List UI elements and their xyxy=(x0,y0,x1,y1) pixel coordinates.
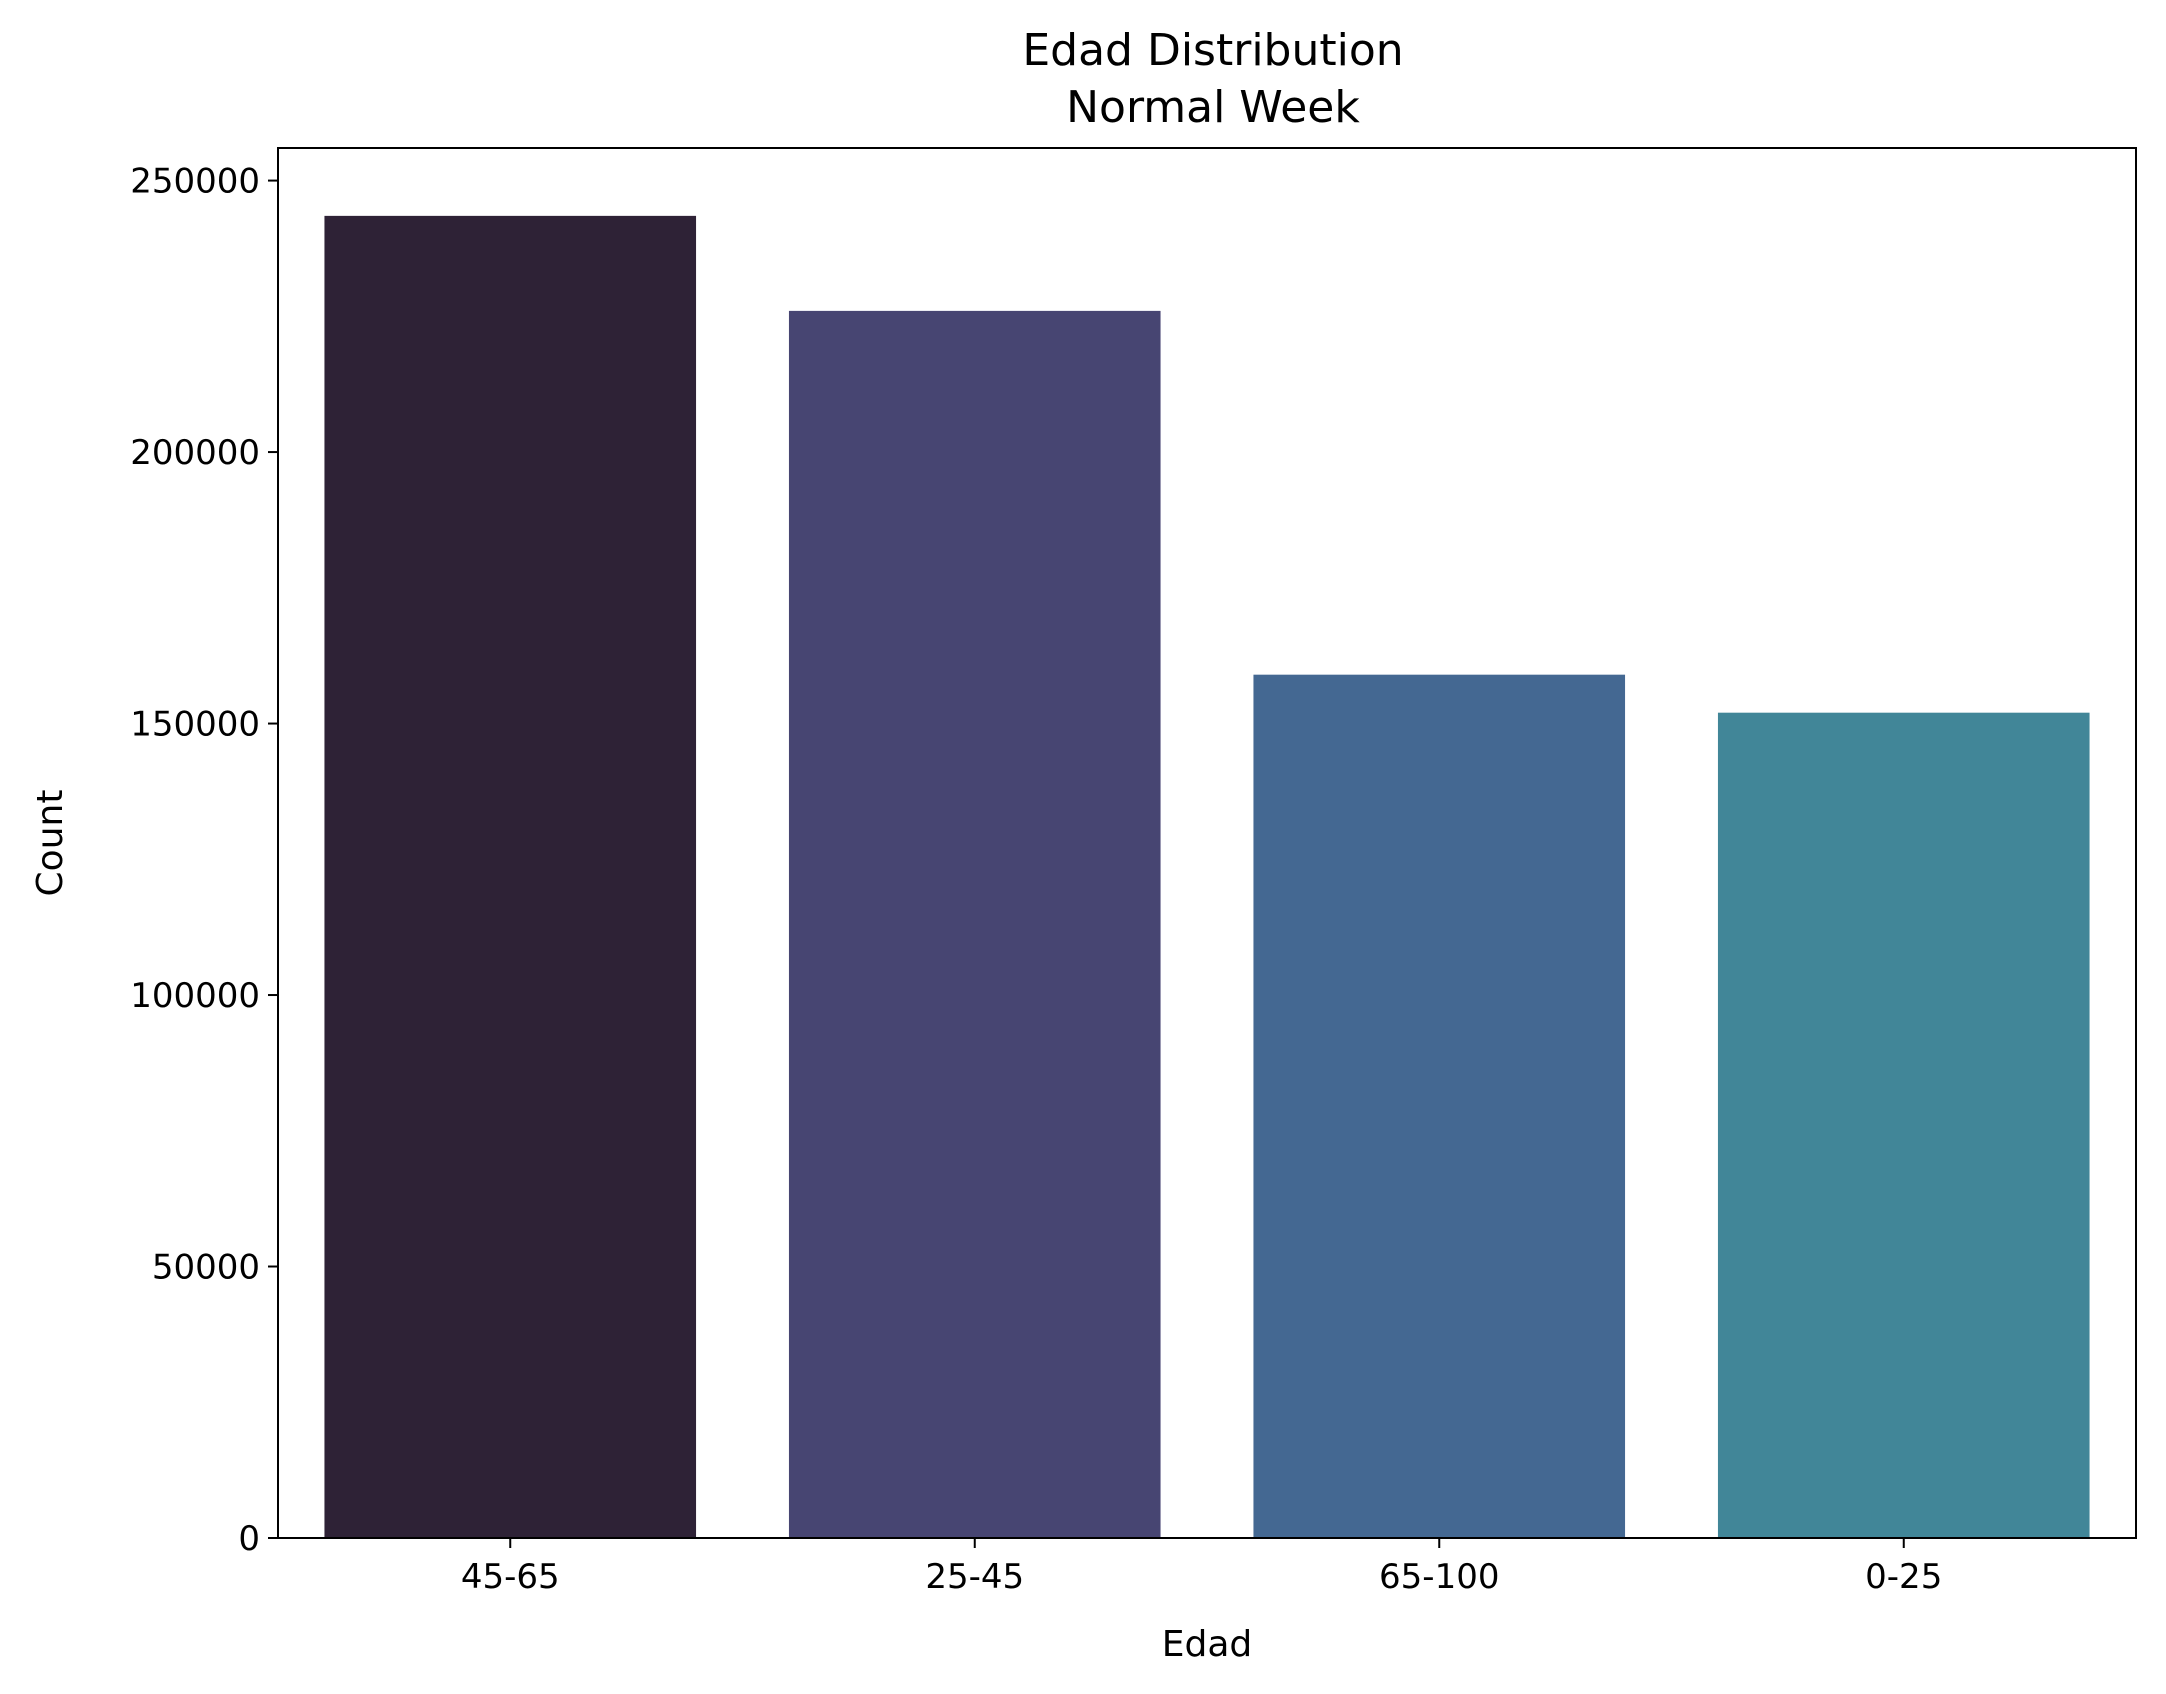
y-tick-label: 250000 xyxy=(130,162,260,202)
y-axis-ticks: 0 50000 100000 150000 200000 250000 xyxy=(130,162,278,1559)
x-tick-label: 0-25 xyxy=(1865,1557,1942,1597)
x-tick-label: 25-45 xyxy=(925,1557,1024,1597)
plot-frame xyxy=(277,147,2137,1539)
x-axis-label: Edad xyxy=(1162,1624,1253,1665)
bar-45-65 xyxy=(324,215,697,1538)
x-tick-label: 65-100 xyxy=(1379,1557,1499,1597)
bar-25-45 xyxy=(788,310,1161,1538)
y-tick-label: 150000 xyxy=(130,705,260,745)
y-tick-label: 200000 xyxy=(130,433,260,473)
chart-title: Edad Distribution xyxy=(1022,25,1403,76)
bars-group xyxy=(324,215,2090,1538)
chart-subtitle: Normal Week xyxy=(1066,82,1360,133)
y-tick-label: 100000 xyxy=(130,976,260,1016)
y-tick-label: 50000 xyxy=(152,1248,260,1288)
x-tick-label: 45-65 xyxy=(461,1557,560,1597)
x-axis-ticks: 45-65 25-45 65-100 0-25 xyxy=(461,1538,1942,1597)
y-tick-label: 0 xyxy=(238,1519,260,1559)
bar-0-25 xyxy=(1717,712,2090,1538)
bar-65-100 xyxy=(1253,674,1626,1538)
y-axis-label: Count xyxy=(30,790,71,897)
